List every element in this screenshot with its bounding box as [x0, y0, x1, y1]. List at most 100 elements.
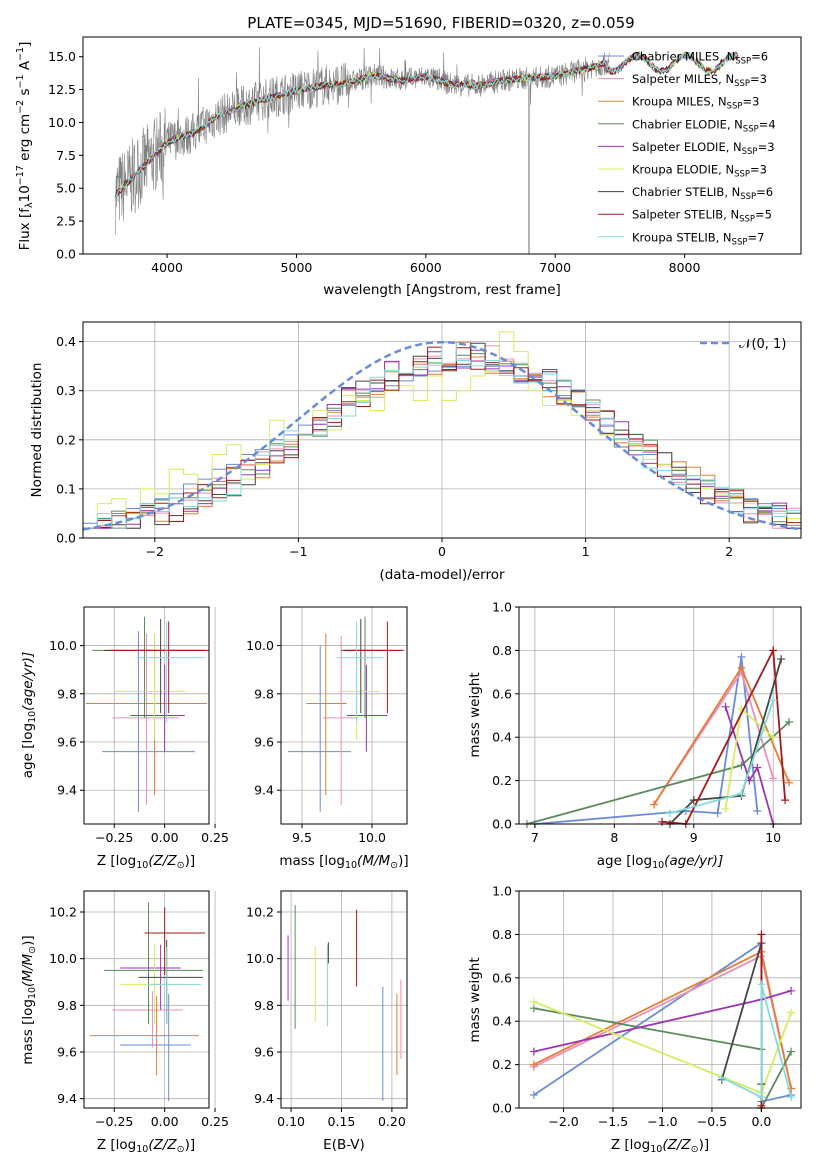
y-tick-label: 9.8: [254, 686, 274, 701]
y-tick-label: 9.4: [254, 1091, 274, 1106]
age-vs-mass-panel: 9.5 10.0 9.4 9.6 9.8 10.0 mass [log10(M/M⊙)]: [246, 606, 409, 871]
data-point-marker: [713, 809, 722, 818]
data-point-marker: [650, 800, 659, 809]
y-tick-label: 5.0: [56, 181, 76, 196]
x-tick-label: 0.00: [151, 1114, 179, 1129]
p6-axes-frame: [83, 890, 210, 1109]
p5-axes-frame: [518, 606, 802, 825]
legend-label: Kroupa MILES, NSSP=3: [632, 95, 759, 112]
histogram-xlabel: (data-model)/error: [379, 567, 505, 583]
p3-xlabel: Z [log10(Z/Z⊙)]: [97, 853, 195, 871]
x-tick-label: 8000: [669, 260, 701, 275]
y-tick-label: 9.6: [254, 735, 274, 750]
x-tick-label: −2: [146, 544, 164, 559]
data-point-marker: [721, 702, 730, 711]
y-tick-label: 10.2: [246, 905, 274, 920]
y-tick-label: 0.2: [56, 432, 76, 447]
y-tick-label: 0.6: [492, 970, 512, 985]
x-tick-label: 0.20: [378, 1114, 406, 1129]
data-point-marker: [753, 806, 762, 815]
y-tick-label: 0.8: [492, 927, 512, 942]
y-tick-label: 0.6: [492, 686, 512, 701]
data-point-marker: [769, 646, 778, 655]
data-point-marker: [787, 1093, 796, 1102]
x-tick-label: 7000: [539, 260, 571, 275]
model-spectrum-salpeter-stelib: [114, 51, 739, 199]
y-tick-label: 0.2: [492, 773, 512, 788]
histogram-ylabel: Normed distribution: [29, 363, 45, 498]
data-point-marker: [717, 1073, 726, 1082]
data-point-marker: [529, 997, 538, 1006]
p6-xlabel: Z [log10(Z/Z⊙)]: [97, 1137, 195, 1155]
y-tick-label: 0.4: [492, 730, 512, 745]
p8-xlabel: Z [log10(Z/Z⊙)]: [611, 1137, 709, 1155]
x-tick-label: 1: [582, 544, 590, 559]
y-tick-label: 10.0: [49, 638, 77, 653]
data-point-marker: [787, 1008, 796, 1017]
mass-vs-metallicity-panel: −0.25 0.00 0.25 9.4 9.6 9.8 10.0 10.2 Z [log10(…: [20, 890, 229, 1155]
data-point-marker: [777, 655, 786, 664]
spectrum-xlabel: wavelength [Angstrom, rest frame]: [323, 282, 561, 298]
x-tick-label: 9: [690, 830, 698, 845]
y-tick-label: 15.0: [48, 49, 76, 64]
legend-label: Kroupa ELODIE, NSSP=3: [632, 163, 767, 180]
spectrum-panel: 4000 5000 6000 7000 8000 0.0 2.5 5.0 7.5 10.0 12.5…: [15, 36, 802, 298]
x-tick-label: −0.5: [697, 1114, 727, 1129]
series-line: [721, 984, 792, 1099]
x-tick-label: −0.25: [95, 1114, 133, 1129]
y-tick-label: 0.4: [56, 334, 76, 349]
data-point-marker: [737, 789, 746, 798]
data-point-marker: [657, 817, 666, 826]
data-point-marker: [787, 1047, 796, 1056]
y-tick-label: 9.8: [254, 998, 274, 1013]
p3-axes-frame: [83, 606, 210, 825]
data-point-marker: [785, 778, 794, 787]
data-point-marker: [769, 733, 778, 742]
y-tick-label: 9.4: [254, 783, 274, 798]
series-line: [661, 647, 786, 825]
p5-xlabel: age [log10(age/yr)]: [597, 853, 723, 871]
data-point-marker: [737, 663, 746, 672]
y-tick-label: 9.8: [57, 686, 77, 701]
y-tick-label: 9.6: [57, 1045, 77, 1060]
residual-histogram-panel: −2 −1 0 1 2 0.0 0.1 0.2 0.3 0.4 (data-model)/erro…: [29, 321, 802, 583]
x-tick-label: −1.0: [647, 1114, 677, 1129]
series-line: [724, 706, 775, 825]
data-point-marker: [757, 1093, 766, 1102]
p4-xlabel: mass [log10(M/M⊙)]: [279, 853, 408, 871]
mass-weight-vs-age-panel: 7 8 9 10 0.0 0.2 0.4 0.6 0.8 1.0 age [log10(age/y…: [467, 600, 802, 871]
p3-ylabel: age [log10(age/yr)]: [20, 652, 38, 778]
y-tick-label: 10.0: [49, 951, 77, 966]
x-tick-label: −1: [289, 544, 307, 559]
data-point-marker: [781, 796, 790, 805]
histogram-kroupa-stelib: [83, 342, 801, 529]
y-tick-label: 9.8: [57, 998, 77, 1013]
y-tick-label: 0.2: [492, 1057, 512, 1072]
y-tick-label: 12.5: [48, 82, 76, 97]
x-tick-label: 5000: [281, 260, 313, 275]
y-tick-label: 9.4: [57, 1091, 77, 1106]
y-tick-label: 0.0: [56, 531, 76, 546]
y-tick-label: 9.6: [254, 1045, 274, 1060]
x-tick-label: −0.25: [95, 830, 133, 845]
series-line: [669, 658, 782, 825]
data-point-marker: [757, 980, 766, 989]
spectrum-legend: Chabrier MILES, NSSP=6 Salpeter MILES, NS…: [598, 50, 776, 247]
p5-ylabel: mass weight: [467, 672, 483, 757]
legend-label: Salpeter ELODIE, NSSP=3: [632, 140, 775, 157]
model-spectrum-kroupa-stelib: [114, 51, 738, 199]
y-tick-label: 0.0: [492, 817, 512, 832]
x-tick-label: 0.10: [277, 1114, 305, 1129]
x-tick-label: 10: [765, 830, 781, 845]
gaussian-legend-label: 𝒩(0, 1): [739, 337, 786, 352]
p7-xlabel: E(B-V): [323, 1137, 365, 1153]
x-tick-label: −1.5: [598, 1114, 628, 1129]
data-point-marker: [529, 1060, 538, 1069]
x-tick-label: 10.0: [358, 830, 386, 845]
x-tick-label: 4000: [151, 260, 183, 275]
data-point-marker: [753, 763, 762, 772]
x-tick-label: 7: [531, 830, 539, 845]
x-tick-label: 9.5: [292, 830, 312, 845]
spectrum-ylabel: Flux [fλ10−17 erg cm−2 s−1 A−1]: [15, 42, 35, 251]
y-tick-label: 10.2: [49, 905, 77, 920]
